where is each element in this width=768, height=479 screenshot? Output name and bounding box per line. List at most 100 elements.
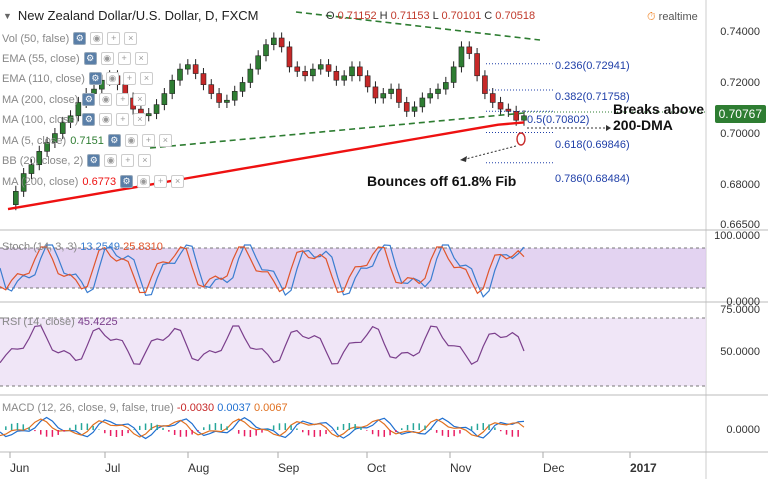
close-icon[interactable]: × bbox=[158, 134, 172, 147]
candle-body bbox=[458, 46, 465, 68]
indicator-3[interactable]: MA (200, close) ⚙ ◉ + × bbox=[2, 93, 147, 106]
indicator-label: EMA (110, close) bbox=[2, 72, 85, 85]
rsi-line bbox=[0, 325, 525, 365]
collapse-arrow-icon[interactable]: ▼ bbox=[3, 10, 12, 21]
close-icon[interactable]: × bbox=[124, 32, 138, 45]
candle-body bbox=[482, 75, 488, 94]
indicator-axis-label: 50.0000 bbox=[720, 346, 760, 358]
hide-icon[interactable]: ◉ bbox=[137, 175, 151, 188]
time-axis-label: Sep bbox=[278, 461, 300, 475]
candle-body bbox=[192, 64, 199, 74]
hide-icon[interactable]: ◉ bbox=[99, 93, 113, 106]
candle-body bbox=[153, 104, 160, 114]
candle-body bbox=[271, 37, 277, 45]
candle-body bbox=[28, 164, 35, 174]
price-axis-label: 0.70000 bbox=[720, 128, 760, 140]
candle-body bbox=[521, 115, 527, 121]
stoch-d-value: 25.8310 bbox=[123, 241, 163, 253]
rsi-value: 45.4225 bbox=[77, 316, 118, 328]
candle-body bbox=[161, 93, 168, 105]
indicator-axis-label: 100.0000 bbox=[714, 230, 760, 242]
close-icon[interactable]: × bbox=[171, 175, 185, 188]
indicator-4[interactable]: MA (100, close) ⚙ ◉ + × bbox=[2, 113, 147, 126]
add-icon[interactable]: + bbox=[154, 175, 168, 188]
settings-icon[interactable]: ⚙ bbox=[83, 52, 97, 65]
candle-body bbox=[443, 82, 449, 90]
candle-body bbox=[247, 68, 254, 83]
indicator-label: BB (20, close, 2) bbox=[2, 154, 84, 167]
candle-body bbox=[497, 102, 504, 110]
indicator-2[interactable]: EMA (110, close) ⚙ ◉ + × bbox=[2, 72, 153, 85]
indicator-axis-label: 0.0000 bbox=[726, 296, 760, 308]
macd-line bbox=[0, 416, 525, 440]
close-icon[interactable]: × bbox=[138, 154, 152, 167]
candle-body bbox=[67, 115, 74, 123]
add-icon[interactable]: + bbox=[116, 113, 130, 126]
candle-body bbox=[310, 68, 316, 77]
candle-body bbox=[216, 93, 222, 103]
ma-200-line bbox=[7, 121, 525, 211]
candle-body bbox=[208, 84, 215, 94]
add-icon[interactable]: + bbox=[107, 32, 121, 45]
add-icon[interactable]: + bbox=[116, 93, 130, 106]
fib-level-label: 0.5(0.70802) bbox=[527, 114, 590, 126]
candle-body bbox=[403, 102, 410, 112]
candle-body bbox=[75, 102, 82, 117]
indicator-6[interactable]: BB (20, close, 2) ⚙ ◉ + × bbox=[2, 154, 152, 167]
candle-body bbox=[505, 108, 512, 112]
indicator-label: Vol (50, false) bbox=[2, 32, 70, 45]
realtime-icon: ⏱ bbox=[647, 11, 656, 23]
candle-body bbox=[302, 71, 308, 77]
settings-icon[interactable]: ⚙ bbox=[87, 154, 101, 167]
price-axis-label: 0.72000 bbox=[720, 77, 760, 89]
candle-body bbox=[36, 151, 43, 165]
settings-icon[interactable]: ⚙ bbox=[82, 113, 96, 126]
settings-icon[interactable]: ⚙ bbox=[107, 134, 121, 147]
candle-body bbox=[177, 68, 183, 81]
close-icon[interactable]: × bbox=[139, 72, 153, 85]
indicator-0[interactable]: Vol (50, false) ⚙ ◉ + × bbox=[2, 32, 138, 45]
close-icon[interactable]: × bbox=[133, 113, 147, 126]
candle-body bbox=[255, 55, 261, 70]
stoch-k-value: 13.2549 bbox=[80, 241, 121, 253]
candle-body bbox=[372, 86, 379, 99]
indicator-5[interactable]: MA (5, close) 0.7151 ⚙ ◉ + × bbox=[2, 134, 172, 147]
candle-body bbox=[466, 46, 473, 54]
add-icon[interactable]: + bbox=[121, 154, 135, 167]
support-trendline bbox=[149, 112, 525, 149]
hide-icon[interactable]: ◉ bbox=[100, 52, 114, 65]
hide-icon[interactable]: ◉ bbox=[105, 72, 119, 85]
realtime-indicator[interactable]: ⏱ realtime bbox=[647, 11, 698, 23]
candle-body bbox=[263, 44, 269, 57]
settings-icon[interactable]: ⚙ bbox=[73, 32, 87, 45]
candle-body bbox=[380, 93, 387, 99]
time-axis-label: Nov bbox=[450, 461, 472, 475]
candle-body bbox=[145, 113, 152, 117]
indicator-label: MA (5, close) bbox=[2, 134, 67, 147]
hide-icon[interactable]: ◉ bbox=[90, 32, 104, 45]
hide-icon[interactable]: ◉ bbox=[124, 134, 138, 147]
add-icon[interactable]: + bbox=[141, 134, 155, 147]
add-icon[interactable]: + bbox=[117, 52, 131, 65]
close-icon[interactable]: × bbox=[133, 93, 147, 106]
indicator-1[interactable]: EMA (55, close) ⚙ ◉ + × bbox=[2, 52, 148, 65]
add-icon[interactable]: + bbox=[122, 72, 136, 85]
hide-icon[interactable]: ◉ bbox=[104, 154, 118, 167]
candle-body bbox=[450, 66, 457, 83]
hide-icon[interactable]: ◉ bbox=[99, 113, 113, 126]
settings-icon[interactable]: ⚙ bbox=[120, 175, 134, 188]
settings-icon[interactable]: ⚙ bbox=[88, 72, 102, 85]
stoch-k-line bbox=[0, 244, 525, 298]
indicator-7[interactable]: MA (200, close) 0.6773 ⚙ ◉ + × bbox=[2, 175, 185, 188]
settings-icon[interactable]: ⚙ bbox=[82, 93, 96, 106]
candle-body bbox=[52, 133, 58, 143]
candle-body bbox=[59, 122, 66, 134]
candle-body bbox=[333, 71, 340, 81]
candle-body bbox=[13, 191, 19, 205]
candle-body bbox=[20, 173, 27, 192]
candle-body bbox=[341, 75, 347, 81]
indicator-label: MA (200, close) bbox=[2, 93, 79, 106]
close-icon[interactable]: × bbox=[134, 52, 148, 65]
fib-level-label: 0.236(0.72941) bbox=[555, 60, 630, 72]
